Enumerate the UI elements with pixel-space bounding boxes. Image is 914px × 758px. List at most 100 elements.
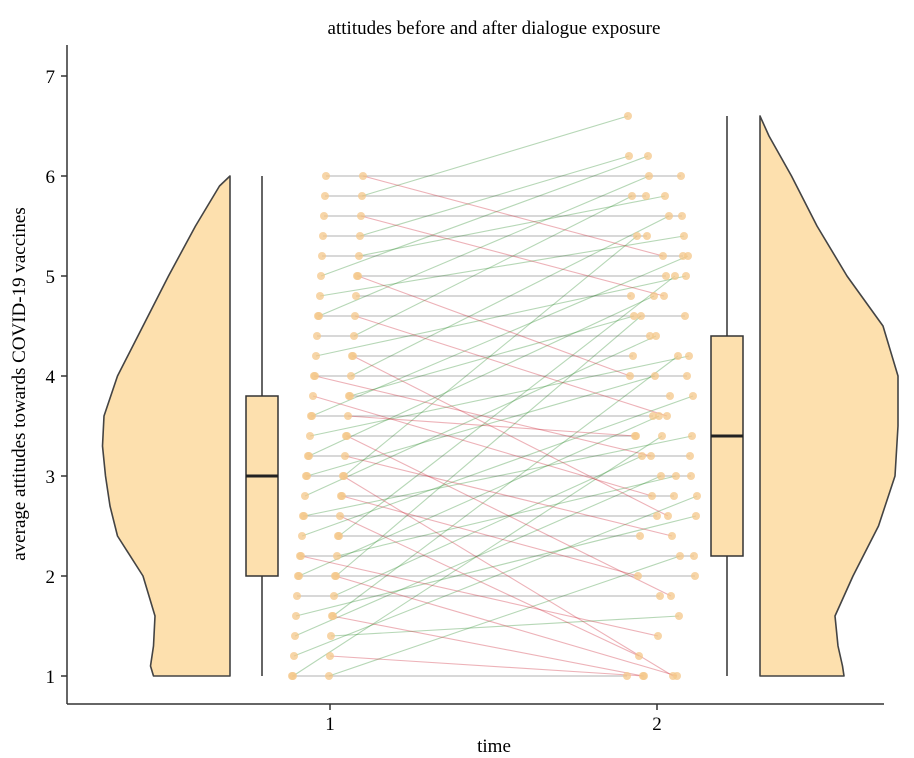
- boxplot-box: [710, 335, 744, 557]
- data-point: [332, 572, 340, 580]
- data-point: [692, 512, 700, 520]
- paired-line: [354, 315, 668, 417]
- x-tick-label: 2: [652, 714, 662, 735]
- paired-line: [292, 435, 663, 677]
- paired-line: [341, 495, 639, 577]
- data-point: [300, 512, 308, 520]
- data-point: [357, 212, 365, 220]
- data-point: [659, 252, 667, 260]
- paired-line: [332, 355, 679, 617]
- paired-line: [350, 215, 670, 377]
- chart-title: attitudes before and after dialogue expo…: [328, 18, 661, 39]
- data-point: [311, 372, 319, 380]
- paired-line: [319, 235, 685, 297]
- data-point: [305, 452, 313, 460]
- boxplot-box: [245, 395, 279, 577]
- paired-line: [304, 335, 657, 497]
- data-point: [649, 412, 657, 420]
- paired-line: [352, 355, 669, 517]
- data-point: [320, 212, 328, 220]
- y-tick-label: 7: [46, 67, 56, 88]
- data-point: [624, 112, 632, 120]
- paired-line: [362, 175, 664, 257]
- data-point: [352, 292, 360, 300]
- data-point: [665, 212, 673, 220]
- data-point: [661, 192, 669, 200]
- paired-line: [293, 495, 698, 657]
- paired-line: [333, 455, 643, 597]
- data-point: [644, 152, 652, 160]
- data-point: [325, 672, 333, 680]
- data-point: [670, 492, 678, 500]
- data-point: [647, 452, 655, 460]
- data-point: [291, 632, 299, 640]
- data-point: [343, 432, 351, 440]
- paired-line: [298, 415, 660, 577]
- paired-line: [309, 355, 690, 437]
- data-point: [359, 172, 367, 180]
- data-point: [677, 172, 685, 180]
- data-point: [656, 592, 664, 600]
- paired-line: [334, 575, 678, 677]
- data-point: [687, 472, 695, 480]
- data-point: [668, 532, 676, 540]
- data-point: [671, 272, 679, 280]
- paired-line: [359, 155, 630, 237]
- paired-line: [315, 275, 687, 357]
- data-point: [627, 292, 635, 300]
- paired-line: [361, 115, 629, 197]
- boxplot-1: [245, 176, 279, 676]
- data-point: [318, 252, 326, 260]
- paired-line: [353, 195, 633, 337]
- data-point: [626, 372, 634, 380]
- data-point: [686, 452, 694, 460]
- density-cloud-1: [101, 175, 231, 677]
- data-point: [321, 192, 329, 200]
- paired-line: [312, 395, 653, 497]
- data-point: [628, 192, 636, 200]
- data-point: [636, 532, 644, 540]
- data-point: [630, 312, 638, 320]
- x-axis-label: time: [477, 736, 511, 757]
- data-point: [651, 372, 659, 380]
- data-point: [309, 392, 317, 400]
- data-point: [653, 512, 661, 520]
- data-point: [330, 592, 338, 600]
- data-point: [663, 412, 671, 420]
- paired-line: [294, 475, 662, 637]
- data-point: [657, 472, 665, 480]
- data-point: [672, 472, 680, 480]
- data-point: [691, 572, 699, 580]
- data-point: [664, 512, 672, 520]
- data-point: [340, 472, 348, 480]
- data-point: [652, 332, 660, 340]
- data-point: [327, 632, 335, 640]
- paired-line: [318, 175, 650, 317]
- data-point: [336, 512, 344, 520]
- data-point: [358, 192, 366, 200]
- data-point: [637, 312, 645, 320]
- data-point: [298, 532, 306, 540]
- data-point: [356, 232, 364, 240]
- data-point: [690, 552, 698, 560]
- data-point: [685, 352, 693, 360]
- data-point: [678, 212, 686, 220]
- data-point: [625, 152, 633, 160]
- data-point: [634, 572, 642, 580]
- data-point: [335, 532, 343, 540]
- density-clouds: [101, 115, 899, 677]
- data-point: [666, 392, 674, 400]
- data-point: [351, 312, 359, 320]
- data-point: [354, 272, 362, 280]
- data-point: [660, 292, 668, 300]
- paired-line: [303, 435, 693, 517]
- paired-line: [314, 375, 652, 457]
- data-point: [633, 232, 641, 240]
- data-point: [333, 552, 341, 560]
- paired-line: [306, 375, 656, 477]
- data-point: [645, 172, 653, 180]
- density-cloud-2: [759, 115, 899, 677]
- data-point: [326, 652, 334, 660]
- data-point: [638, 452, 646, 460]
- paired-line: [357, 275, 631, 377]
